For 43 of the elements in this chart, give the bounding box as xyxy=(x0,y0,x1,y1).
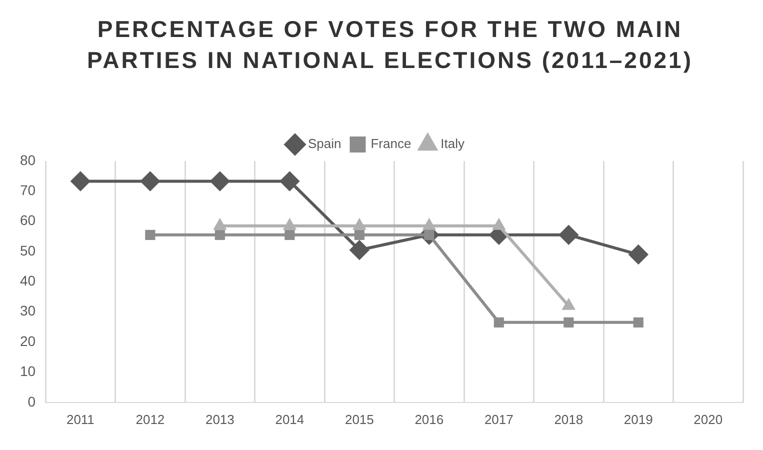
point xyxy=(628,245,648,264)
y-tick-label: 50 xyxy=(20,242,36,258)
chart-title: PERCENTAGE OF VOTES FOR THE TWO MAIN PARTIES IN NATIONAL ELECTIONS (2011–2021) xyxy=(86,15,694,75)
y-tick-label: 0 xyxy=(28,393,36,410)
point xyxy=(70,172,90,191)
y-tick-label: 20 xyxy=(20,332,36,349)
y-tick-label: 30 xyxy=(20,302,36,319)
x-tick-label: 2019 xyxy=(624,412,653,427)
point xyxy=(354,230,364,240)
point xyxy=(284,230,295,240)
point xyxy=(562,299,574,310)
point xyxy=(214,219,226,230)
point xyxy=(633,317,644,328)
point xyxy=(350,240,369,260)
y-tick-label: 70 xyxy=(20,182,36,198)
point xyxy=(494,317,504,328)
y-tick-label: 80 xyxy=(20,152,36,168)
y-tick-label: 60 xyxy=(20,212,36,228)
point xyxy=(210,172,230,191)
x-tick-label: 2016 xyxy=(414,412,444,427)
x-tick-label: 2020 xyxy=(694,412,723,427)
x-tick-label: 2014 xyxy=(275,412,304,427)
point xyxy=(214,230,225,240)
point xyxy=(559,225,578,244)
x-tick-label: 2015 xyxy=(344,412,374,427)
point xyxy=(493,219,505,230)
point xyxy=(284,219,296,230)
point xyxy=(423,219,435,230)
x-tick-label: 2013 xyxy=(205,412,234,427)
y-tick-label: 10 xyxy=(20,363,36,380)
legend-label: France xyxy=(370,136,412,152)
point xyxy=(564,317,574,328)
point xyxy=(145,230,156,240)
x-tick-label: 2018 xyxy=(554,412,584,427)
point xyxy=(140,172,160,191)
point xyxy=(280,172,300,191)
x-tick-label: 2011 xyxy=(66,412,94,427)
y-tick-label: 40 xyxy=(20,272,36,289)
point xyxy=(354,219,366,230)
legend-label: Italy xyxy=(440,136,466,152)
legend-label: Spain xyxy=(308,136,342,152)
x-tick-label: 2012 xyxy=(136,412,165,427)
x-tick-label: 2017 xyxy=(484,412,514,427)
